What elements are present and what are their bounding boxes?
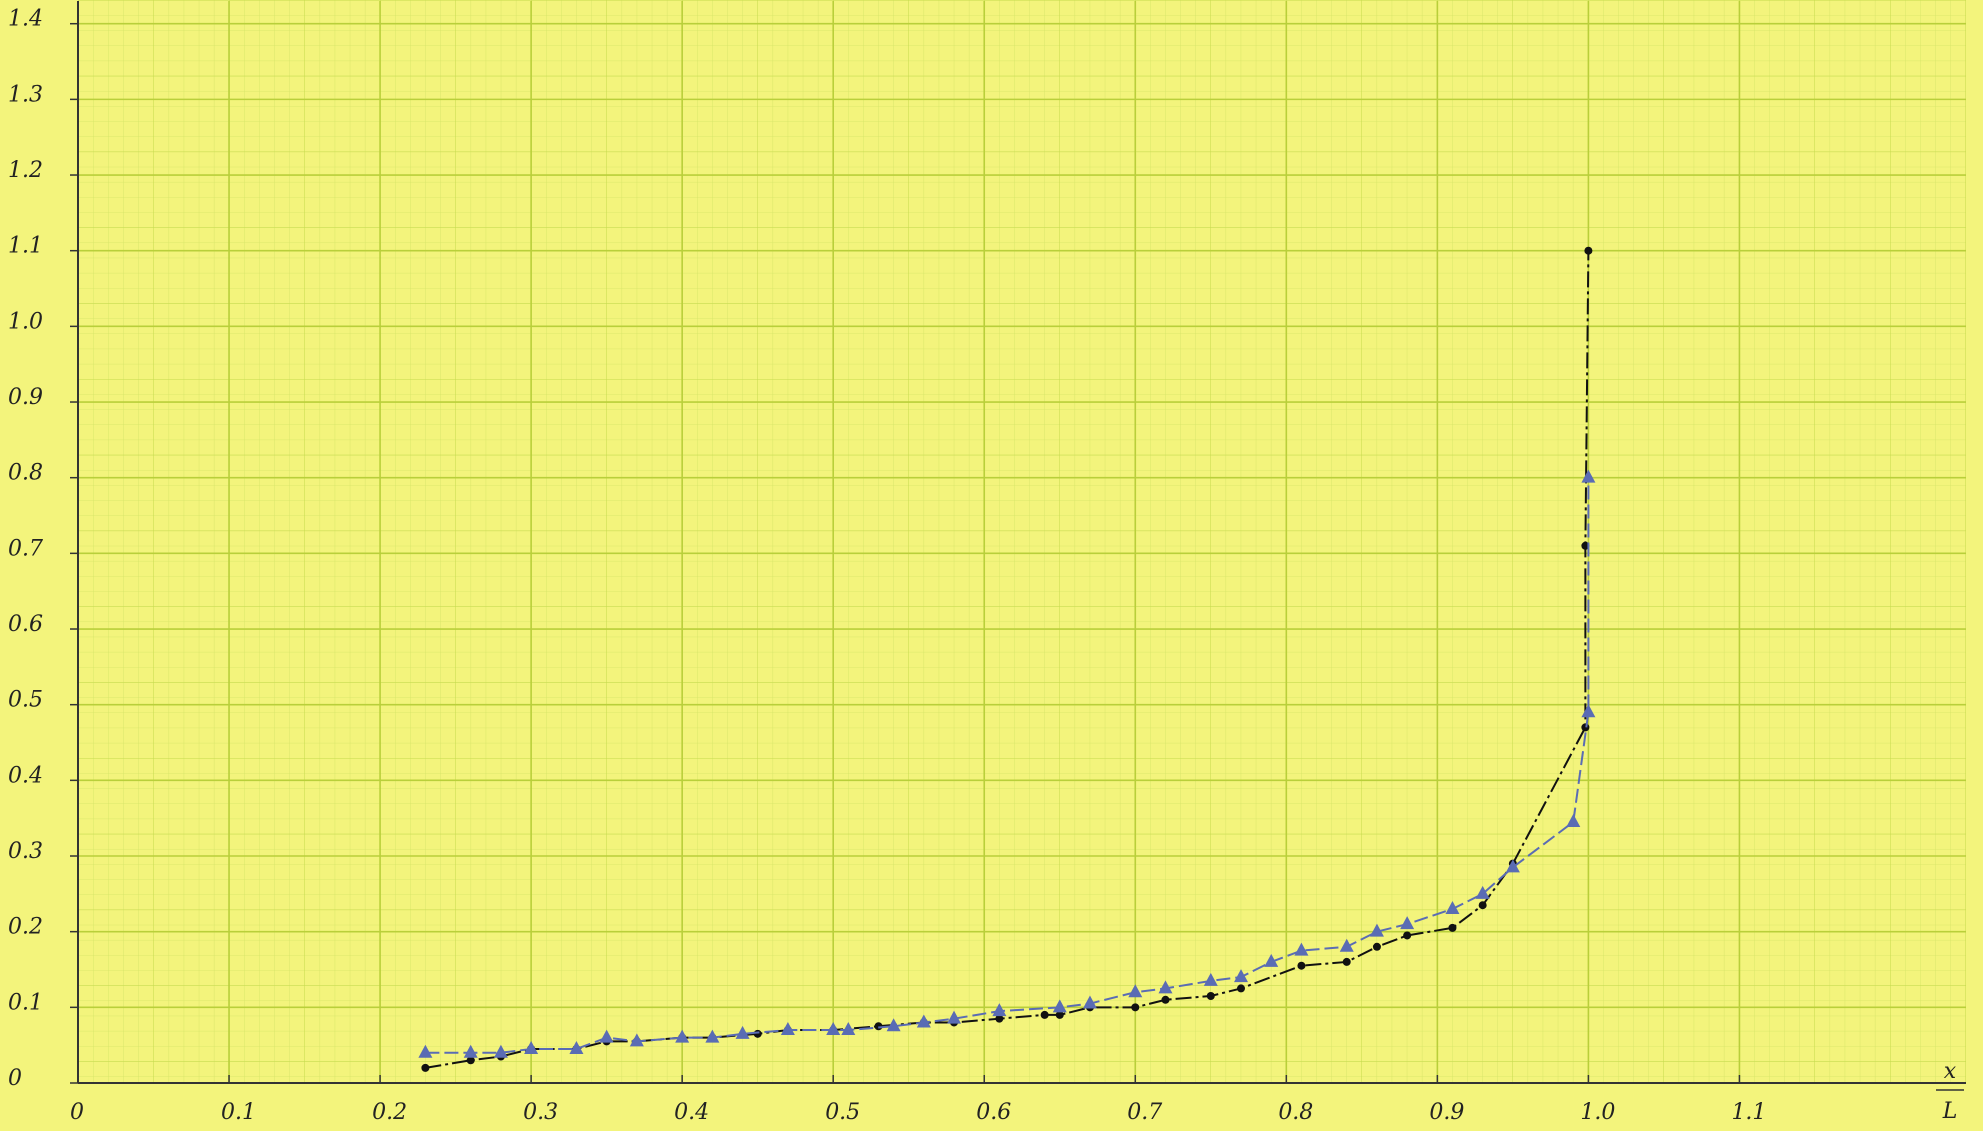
y-tick-label: 0.1 xyxy=(8,990,43,1015)
y-tick-label: 1.4 xyxy=(8,7,43,32)
y-tick-label: 0.3 xyxy=(8,839,43,864)
x-tick-label: 0.2 xyxy=(372,1100,407,1125)
dot-marker xyxy=(1403,931,1411,939)
y-tick-label: 0.7 xyxy=(8,536,43,561)
x-tick-label: 0.1 xyxy=(221,1100,256,1125)
x-tick-label: 1.0 xyxy=(1580,1100,1615,1125)
dot-marker xyxy=(1479,901,1487,909)
dot-marker xyxy=(1041,1011,1049,1019)
dot-marker xyxy=(1448,924,1456,932)
x-tick-label: 1.1 xyxy=(1731,1100,1766,1125)
x-tick-label: 0.8 xyxy=(1278,1100,1313,1125)
y-tick-label: 0.4 xyxy=(8,763,43,788)
x-axis-label: x xyxy=(1944,1059,1957,1084)
x-axis-label: L xyxy=(1942,1099,1958,1124)
y-tick-label: 0.2 xyxy=(8,915,43,940)
x-tick-label: 0.5 xyxy=(825,1100,860,1125)
dot-marker xyxy=(1343,958,1351,966)
dot-marker xyxy=(1237,984,1245,992)
dot-marker xyxy=(1207,992,1215,1000)
y-tick-label: 0.6 xyxy=(8,612,43,637)
dot-marker xyxy=(1581,723,1589,731)
dot-marker xyxy=(1373,943,1381,951)
dot-marker xyxy=(1297,962,1305,970)
dot-marker xyxy=(1161,996,1169,1004)
dot-marker xyxy=(421,1064,429,1072)
y-tick-label: 0.5 xyxy=(8,688,43,713)
page: 0 0.1 0.2 0.3 0.4 0.5 0.6 0.7 0.8 0.9 1.0 1.1 1.2 1.3… xyxy=(0,0,1983,1131)
y-tick-label: 1.2 xyxy=(8,158,43,183)
y-tick-label: 1.3 xyxy=(8,82,43,107)
dot-marker xyxy=(875,1022,883,1030)
x-tick-label: 0 xyxy=(70,1100,84,1125)
dot-marker xyxy=(1131,1003,1139,1011)
dot-marker xyxy=(754,1030,762,1038)
x-tick-label: 0.6 xyxy=(976,1100,1011,1125)
y-tick-label: 1.0 xyxy=(8,309,43,334)
x-tick-label: 0.4 xyxy=(674,1100,709,1125)
x-tick-label: 0.3 xyxy=(523,1100,558,1125)
x-tick-label: 0.7 xyxy=(1127,1100,1162,1125)
y-tick-label: 0.8 xyxy=(8,461,43,486)
y-tick-label: 0.9 xyxy=(8,385,43,410)
chart: 0 0.1 0.2 0.3 0.4 0.5 0.6 0.7 0.8 0.9 1.0 1.1 1.2 1.3… xyxy=(0,0,1983,1131)
y-tick-label: 0 xyxy=(8,1066,22,1091)
y-tick-label: 1.1 xyxy=(8,234,43,259)
x-tick-label: 0.9 xyxy=(1429,1100,1464,1125)
dot-marker xyxy=(1584,247,1592,255)
graph-paper xyxy=(78,0,1966,1083)
